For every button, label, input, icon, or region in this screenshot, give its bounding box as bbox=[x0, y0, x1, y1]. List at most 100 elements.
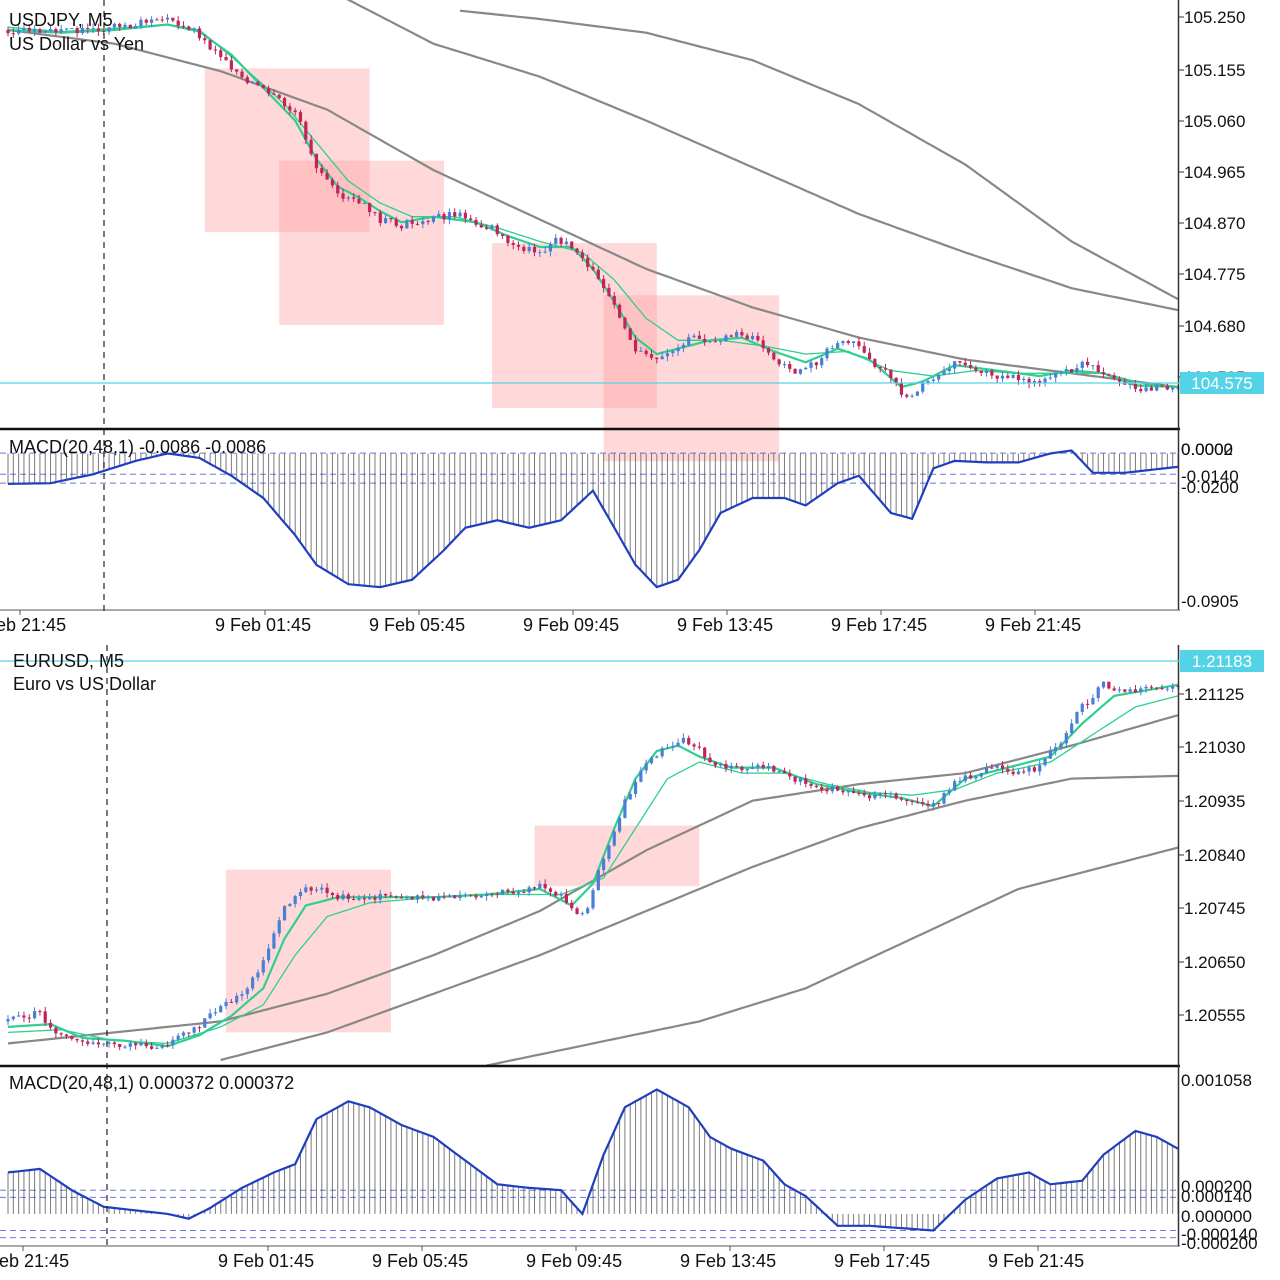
eurusd-candle[interactable] bbox=[649, 756, 654, 765]
eurusd-candle[interactable] bbox=[979, 772, 983, 779]
eurusd-candle[interactable] bbox=[633, 778, 638, 798]
usdjpy-candle[interactable] bbox=[947, 363, 951, 375]
usdjpy-candle[interactable] bbox=[942, 366, 946, 376]
usdjpy-candle[interactable] bbox=[176, 16, 180, 30]
eurusd-candle[interactable] bbox=[1149, 684, 1154, 690]
usdjpy-candle[interactable] bbox=[766, 347, 771, 356]
eurusd-candle[interactable] bbox=[357, 894, 361, 902]
eurusd-candle[interactable] bbox=[229, 998, 233, 1003]
usdjpy-candle[interactable] bbox=[777, 358, 781, 367]
eurusd-candle[interactable] bbox=[112, 1041, 116, 1048]
usdjpy-candle[interactable] bbox=[240, 68, 244, 79]
eurusd-candle[interactable] bbox=[437, 893, 441, 902]
usdjpy-candle[interactable] bbox=[671, 349, 675, 357]
usdjpy-candle[interactable] bbox=[804, 366, 808, 370]
eurusd-candle[interactable] bbox=[399, 893, 404, 899]
usdjpy-candle[interactable] bbox=[64, 28, 69, 31]
eurusd-candle[interactable] bbox=[479, 894, 483, 898]
eurusd-candle[interactable] bbox=[1022, 768, 1026, 775]
eurusd-candle[interactable] bbox=[1048, 746, 1052, 760]
usdjpy-candle[interactable] bbox=[602, 275, 606, 293]
eurusd-candle[interactable] bbox=[968, 772, 973, 780]
usdjpy-candle[interactable] bbox=[357, 194, 361, 204]
usdjpy-candle[interactable] bbox=[713, 336, 717, 343]
eurusd-candle[interactable] bbox=[346, 892, 350, 903]
usdjpy-candle[interactable] bbox=[70, 27, 74, 30]
usdjpy-candle[interactable] bbox=[1112, 372, 1116, 381]
usdjpy-candle[interactable] bbox=[617, 303, 622, 319]
usdjpy-candle[interactable] bbox=[378, 209, 382, 227]
usdjpy-candle[interactable] bbox=[421, 217, 425, 229]
usdjpy-candle[interactable] bbox=[708, 340, 712, 344]
eurusd-candle[interactable] bbox=[192, 1026, 196, 1036]
usdjpy-candle[interactable] bbox=[931, 376, 935, 384]
eurusd-candle[interactable] bbox=[639, 766, 643, 783]
eurusd-candle[interactable] bbox=[245, 986, 249, 999]
usdjpy-candle[interactable] bbox=[990, 368, 994, 380]
eurusd-candle[interactable] bbox=[846, 789, 850, 797]
usdjpy-candle[interactable] bbox=[1155, 383, 1159, 392]
usdjpy-candle[interactable] bbox=[187, 25, 191, 32]
usdjpy-candle[interactable] bbox=[719, 340, 723, 346]
usdjpy-candle[interactable] bbox=[463, 209, 467, 224]
eurusd-candle[interactable] bbox=[27, 1014, 31, 1023]
eurusd-candle[interactable] bbox=[118, 1043, 122, 1051]
eurusd-candle[interactable] bbox=[511, 887, 515, 895]
usdjpy-candle[interactable] bbox=[192, 27, 196, 34]
eurusd-candle[interactable] bbox=[564, 889, 569, 905]
eurusd-candle[interactable] bbox=[1054, 742, 1058, 756]
usdjpy-candle[interactable] bbox=[809, 359, 813, 373]
usdjpy-candle[interactable] bbox=[862, 341, 866, 354]
eurusd-candle[interactable] bbox=[1171, 683, 1175, 693]
eurusd-candle[interactable] bbox=[756, 762, 760, 772]
eurusd-candle[interactable] bbox=[256, 969, 260, 982]
eurusd-candle[interactable] bbox=[1160, 684, 1164, 691]
usdjpy-candle[interactable] bbox=[851, 341, 856, 348]
usdjpy-candle[interactable] bbox=[256, 81, 260, 86]
eurusd-candle[interactable] bbox=[171, 1036, 175, 1049]
usdjpy-candle[interactable] bbox=[570, 240, 574, 250]
eurusd-candle[interactable] bbox=[681, 733, 686, 745]
eurusd-candle[interactable] bbox=[873, 790, 877, 801]
eurusd-candle[interactable] bbox=[394, 895, 398, 899]
eurusd-candle[interactable] bbox=[314, 886, 319, 893]
usdjpy-candle[interactable] bbox=[235, 69, 239, 75]
usdjpy-candle[interactable] bbox=[814, 361, 818, 370]
usdjpy-candle[interactable] bbox=[447, 208, 452, 225]
eurusd-candle[interactable] bbox=[942, 791, 946, 805]
usdjpy-candle[interactable] bbox=[788, 360, 792, 373]
eurusd-candle[interactable] bbox=[814, 784, 818, 789]
usdjpy-candle[interactable] bbox=[266, 85, 271, 97]
eurusd-candle[interactable] bbox=[272, 930, 276, 949]
usdjpy-candle[interactable] bbox=[1091, 365, 1095, 370]
usdjpy-candle[interactable] bbox=[724, 333, 728, 342]
eurusd-candle[interactable] bbox=[532, 886, 537, 891]
usdjpy-candle[interactable] bbox=[905, 393, 909, 399]
usdjpy-candle[interactable] bbox=[575, 247, 579, 255]
usdjpy-candle[interactable] bbox=[485, 224, 489, 231]
usdjpy-candle[interactable] bbox=[453, 208, 457, 220]
usdjpy-candle[interactable] bbox=[1160, 384, 1164, 387]
usdjpy-candle[interactable] bbox=[963, 357, 967, 368]
usdjpy-candle[interactable] bbox=[389, 217, 393, 223]
eurusd-candle[interactable] bbox=[724, 760, 728, 772]
eurusd-candle[interactable] bbox=[70, 1035, 74, 1041]
eurusd-candle[interactable] bbox=[128, 1040, 132, 1051]
usdjpy-candle[interactable] bbox=[793, 368, 797, 374]
usdjpy-candle[interactable] bbox=[282, 96, 287, 110]
usdjpy-candle[interactable] bbox=[580, 249, 584, 262]
eurusd-candle[interactable] bbox=[676, 738, 680, 748]
eurusd-candle[interactable] bbox=[17, 1011, 21, 1017]
usdjpy-candle[interactable] bbox=[112, 22, 116, 30]
eurusd-candle[interactable] bbox=[91, 1037, 95, 1045]
usdjpy-candle[interactable] bbox=[314, 153, 319, 173]
eurusd-candle[interactable] bbox=[139, 1038, 143, 1047]
usdjpy-candle[interactable] bbox=[740, 328, 744, 338]
usdjpy-candle[interactable] bbox=[697, 330, 701, 340]
usdjpy-candle[interactable] bbox=[692, 333, 696, 339]
eurusd-candle[interactable] bbox=[559, 891, 563, 899]
usdjpy-candle[interactable] bbox=[304, 120, 308, 145]
eurusd-candle[interactable] bbox=[421, 890, 425, 900]
usdjpy-candle[interactable] bbox=[915, 390, 920, 397]
eurusd-candle[interactable] bbox=[165, 1041, 170, 1048]
